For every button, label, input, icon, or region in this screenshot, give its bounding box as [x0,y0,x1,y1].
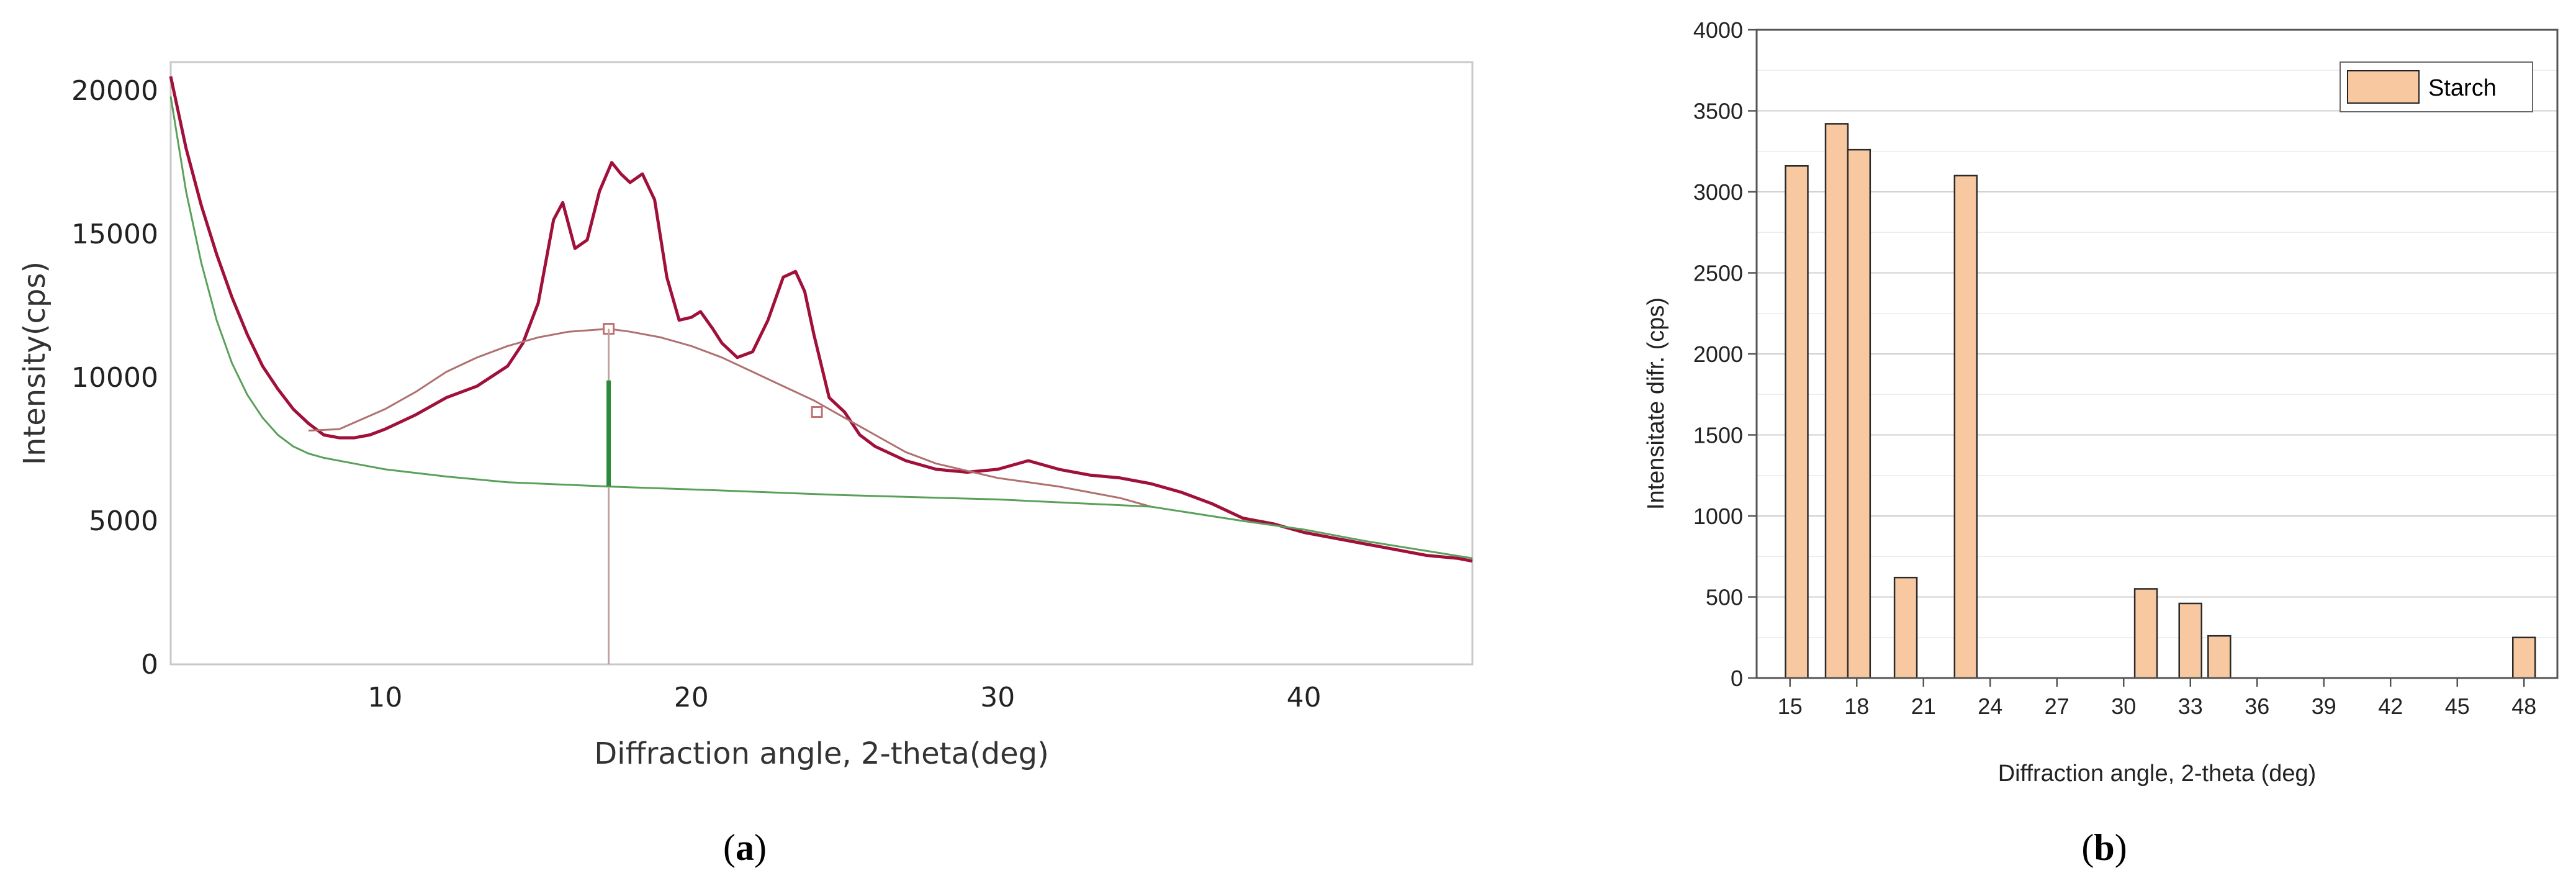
chart-b-x-tick-label: 30 [2111,694,2136,719]
chart-b-gridlines [1757,70,2557,638]
chart-b-x-tick-label: 33 [2178,694,2203,719]
chart-b-y-tick-label: 2500 [1693,261,1743,286]
chart-b-y-tick-label: 500 [1706,585,1743,610]
legend-label-starch: Starch [2428,75,2497,101]
chart-b-bar [1893,576,1918,679]
chart-b-y-tick-label: 4000 [1693,17,1743,43]
chart-b-x-tick-label: 21 [1911,694,1936,719]
chart-a-y-tick-label: 5000 [89,505,158,537]
chart-b-x-tick-label: 15 [1778,694,1803,719]
chart-a-series-group [169,76,1473,563]
chart-a-y-tick-labels: 0 5000 10000 15000 20000 [71,75,158,680]
chart-a-y-tick-label: 10000 [71,362,158,394]
chart-b-x-tick-label: 24 [1978,694,2002,719]
chart-b-y-tick-label: 3000 [1693,179,1743,205]
chart-b-y-ticks: 0 500 1000 1500 2000 2500 3000 3500 4000 [1693,17,1757,691]
curve-point-marker [811,406,823,418]
chart-b-bar [1824,123,1849,679]
chart-a-plot-frame [169,61,1474,666]
chart-b-y-tick-label: 2000 [1693,341,1743,367]
chart-a-series-1-line [169,76,1473,563]
chart-a-x-tick-label: 40 [1287,682,1322,713]
chart-b-x-tick-label: 27 [2045,694,2069,719]
chart-b-y-tick-label: 1000 [1693,504,1743,529]
chart-a-x-tick-label: 20 [674,682,709,713]
chart-b-bar [2178,602,2202,679]
panel-label-b: (b) [2081,827,2127,868]
panel-label-a: (a) [723,827,767,868]
chart-b-x-tick-label: 42 [2378,694,2403,719]
chart-a-series-2-line [308,328,1151,508]
chart-a-x-tick-label: 30 [980,682,1015,713]
chart-b-x-ticks: 15 18 21 24 27 30 33 36 39 42 45 48 [1778,678,2536,719]
chart-b-x-tick-label: 48 [2511,694,2536,719]
chart-b-x-axis-label: Diffraction angle, 2-theta (deg) [1998,761,2317,787]
chart-b-bar [2133,588,2158,679]
chart-a-x-tick-labels: 10 20 30 40 [367,682,1321,713]
chart-a-y-axis-label: Intensity(cps) [17,261,52,465]
chart-b-bar [2207,635,2231,679]
chart-a-y-tick-label: 0 [141,649,158,680]
chart-b-bar [1953,174,1978,679]
chart-b-bar [1847,148,1871,679]
chart-b: 0 500 1000 1500 2000 2500 3000 3500 4000 15 18 21 2… [1643,17,2559,868]
chart-b-y-tick-label: 3500 [1693,99,1743,124]
chart-a-x-tick-label: 10 [367,682,402,713]
chart-b-y-tick-label: 1500 [1693,423,1743,448]
chart-a-y-tick-label: 15000 [71,219,158,250]
chart-b-x-tick-label: 18 [1844,694,1869,719]
chart-b-bar [1785,165,1809,679]
chart-b-x-tick-label: 36 [2245,694,2269,719]
chart-b-bars [1785,123,2536,679]
chart-a-y-tick-label: 20000 [71,75,158,107]
chart-b-bar [2512,636,2536,679]
chart-b-x-tick-label: 39 [2312,694,2336,719]
chart-b-y-tick-label: 0 [1731,666,1743,691]
chart-b-x-tick-label: 45 [2445,694,2470,719]
chart-a-annotations [603,323,823,664]
chart-b-y-axis-label: Intensitate difr. (cps) [1643,297,1669,510]
chart-a-series-3-line [169,96,1473,559]
legend-swatch-starch [2347,70,2420,104]
chart-a: 0 5000 10000 15000 20000 10 20 30 40 Diffractio… [17,61,1474,868]
chart-a-x-axis-label: Diffraction angle, 2-theta(deg) [594,736,1049,771]
chart-b-legend: Starch [2340,61,2533,112]
